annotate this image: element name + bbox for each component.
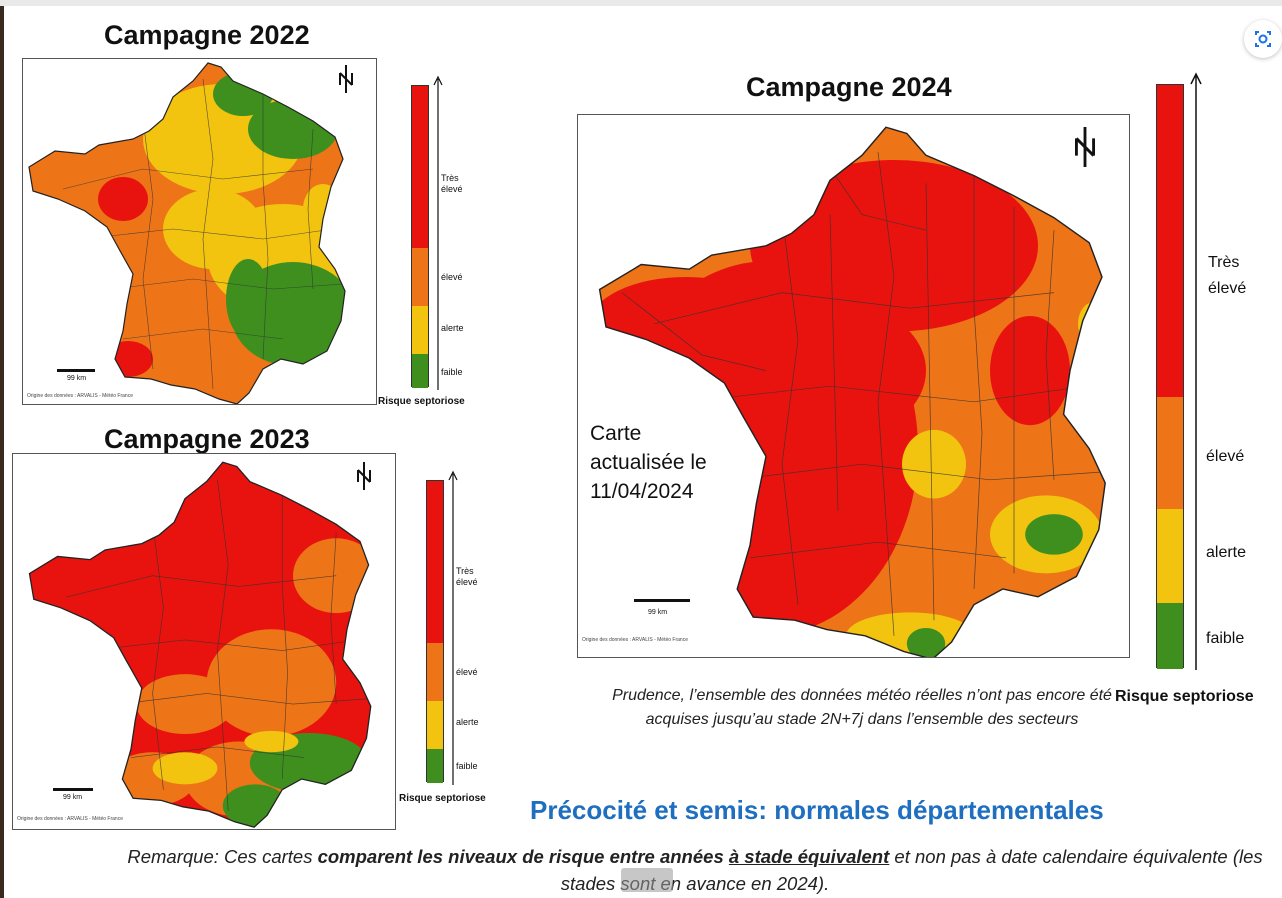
legend-high (412, 248, 428, 306)
update-note: Carte actualisée le 11/04/2024 (590, 422, 707, 503)
legend-label-very-high: Très élevé (456, 566, 478, 587)
legend-label-high: élevé (1206, 448, 1245, 465)
map-2024: Carte actualisée le 11/04/2024 99 km Ori… (577, 114, 1130, 658)
legend-label-very-high: Très élevé (1208, 254, 1247, 297)
legend-label-alert: alerte (1206, 544, 1247, 561)
title-2022: Campagne 2022 (104, 20, 310, 50)
scale-bar (53, 788, 93, 791)
scale-label: 99 km (63, 794, 83, 801)
legend-low (427, 749, 443, 783)
title-2024: Campagne 2024 (746, 72, 952, 102)
legend-very-high (1157, 85, 1183, 397)
legend-bar (1156, 84, 1184, 669)
france-map-2022 (28, 62, 346, 404)
legend-caption: Risque septoriose (399, 793, 486, 804)
scale-bar (634, 599, 690, 602)
legend-alert (427, 701, 443, 749)
scale-bar (57, 369, 95, 372)
lens-icon (1255, 31, 1271, 47)
remark-part-1: Remarque: Ces cartes (127, 846, 318, 867)
scale-label: 99 km (67, 375, 87, 382)
legend-high (427, 643, 443, 701)
legend-low (1157, 603, 1183, 669)
title-2023: Campagne 2023 (104, 424, 310, 454)
prudence-note: Prudence, l’ensemble des données météo r… (612, 687, 1112, 728)
map-2023: 99 km Origine des données : ARVALIS - Mé… (12, 453, 396, 830)
top-strip (0, 0, 1282, 6)
legend-label-alert: alerte (456, 717, 479, 727)
section-heading: Précocité et semis: normales département… (530, 795, 1104, 825)
legend-label-low: faible (1206, 630, 1245, 647)
data-origin: Origine des données : ARVALIS - Météo Fr… (17, 816, 123, 822)
legend-bar (411, 85, 429, 388)
legend-bar (426, 480, 444, 783)
france-map-2024 (598, 126, 1106, 657)
legend-caption: Risque septoriose (378, 396, 465, 407)
lens-button[interactable] (1244, 20, 1282, 58)
text-highlight (621, 868, 673, 892)
remark-bold: comparent les niveaux de risque entre an… (317, 846, 729, 867)
legend-high (1157, 397, 1183, 509)
remark-underlined: à stade équivalent (728, 846, 890, 867)
legend-alert (1157, 509, 1183, 603)
scale-label: 99 km (648, 609, 668, 616)
legend-alert (412, 306, 428, 354)
legend-arrow-icon (448, 470, 458, 785)
legend-arrow-icon (433, 75, 443, 390)
legend-very-high (412, 86, 428, 248)
data-origin: Origine des données : ARVALIS - Météo Fr… (582, 637, 688, 643)
legend-label-very-high: Très élevé (441, 173, 463, 194)
legend-label-low: faible (441, 367, 463, 377)
legend-arrow-icon (1190, 72, 1202, 670)
legend-very-high (427, 481, 443, 643)
france-map-2023 (28, 461, 372, 828)
legend-label-high: élevé (456, 667, 478, 677)
legend-label-low: faible (456, 761, 478, 771)
remark-text: Remarque: Ces cartes comparent les nivea… (115, 843, 1275, 897)
data-origin: Origine des données : ARVALIS - Météo Fr… (27, 393, 133, 399)
legend-low (412, 354, 428, 388)
legend-label-high: élevé (441, 272, 463, 282)
legend-label-alert: alerte (441, 323, 464, 333)
legend-caption: Risque septoriose (1115, 688, 1254, 705)
map-2022: 99 km Origine des données : ARVALIS - Mé… (22, 58, 377, 405)
left-edge (0, 6, 4, 898)
